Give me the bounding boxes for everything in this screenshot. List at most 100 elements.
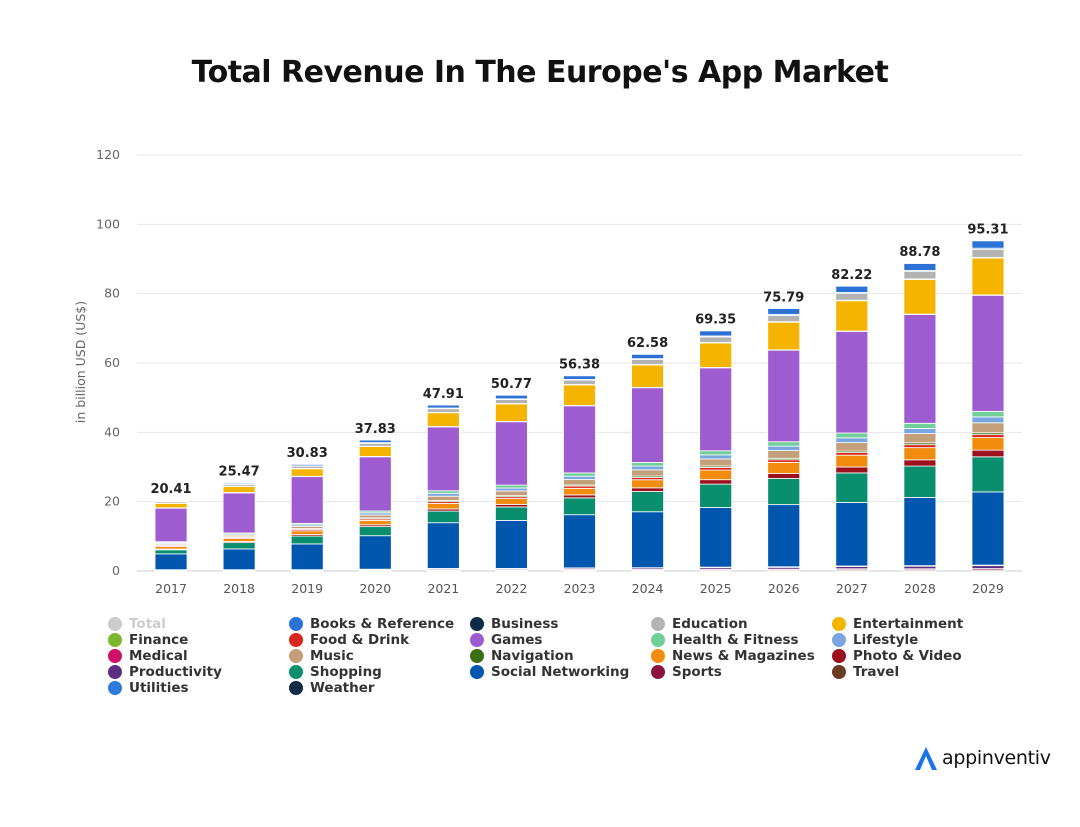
legend-item-productivity[interactable]: Productivity	[108, 664, 289, 680]
bar-segment-news-magazines[interactable]	[358, 520, 392, 526]
bar-segment-entertainment[interactable]	[495, 403, 528, 422]
bar-segment-shopping[interactable]	[290, 535, 324, 545]
bar-segment-photo-video[interactable]	[563, 494, 596, 499]
bar-segment-news-magazines[interactable]	[903, 447, 937, 461]
bar-segment-entertainment[interactable]	[699, 342, 733, 368]
bar-segment-games[interactable]	[835, 331, 869, 434]
bar-segment-lifestyle[interactable]	[699, 454, 733, 460]
legend-item-sports[interactable]: Sports	[651, 664, 832, 680]
bar-segment-news-magazines[interactable]	[631, 479, 664, 489]
legend-item-entertainment[interactable]: Entertainment	[832, 616, 1013, 632]
bar-segment-education[interactable]	[495, 399, 528, 404]
bar-segment-social-networking[interactable]	[290, 543, 324, 571]
bar-segment-education[interactable]	[563, 379, 596, 385]
bar-segment-health-fitness[interactable]	[563, 472, 596, 477]
bar-segment-health-fitness[interactable]	[495, 484, 528, 489]
bar-segment-entertainment[interactable]	[563, 384, 596, 406]
bar-segment-games[interactable]	[699, 367, 733, 452]
bar-segment-education[interactable]	[767, 315, 801, 323]
bar-segment-books-reference[interactable]	[767, 308, 801, 315]
bar-segment-social-networking[interactable]	[631, 511, 664, 569]
bar-segment-health-fitness[interactable]	[971, 410, 1005, 418]
legend-item-lifestyle[interactable]: Lifestyle	[832, 632, 1013, 648]
bar-segment-news-magazines[interactable]	[971, 437, 1005, 451]
bar-segment-music[interactable]	[903, 433, 937, 444]
bar-segment-education[interactable]	[699, 336, 733, 343]
bar-segment-lifestyle[interactable]	[903, 428, 937, 435]
bar-segment-lifestyle[interactable]	[563, 475, 596, 480]
bar-segment-shopping[interactable]	[563, 497, 596, 516]
bar-segment-games[interactable]	[426, 426, 460, 492]
bar-segment-games[interactable]	[290, 476, 324, 524]
legend-item-travel[interactable]: Travel	[832, 664, 1013, 680]
bar-segment-news-magazines[interactable]	[835, 454, 869, 468]
legend-item-books-reference[interactable]: Books & Reference	[289, 616, 470, 632]
bar-segment-lifestyle[interactable]	[426, 492, 460, 497]
legend-item-weather[interactable]: Weather	[289, 680, 470, 696]
bar-segment-photo-video[interactable]	[971, 449, 1005, 458]
bar-segment-photo-video[interactable]	[631, 487, 664, 492]
bar-segment-games[interactable]	[222, 492, 256, 534]
bar-segment-entertainment[interactable]	[971, 257, 1005, 296]
bar-segment-education[interactable]	[426, 408, 460, 413]
legend-item-food-drink[interactable]: Food & Drink	[289, 632, 470, 648]
bar-segment-music[interactable]	[495, 490, 528, 497]
bar-segment-shopping[interactable]	[903, 465, 937, 498]
bar-segment-lifestyle[interactable]	[495, 487, 528, 492]
bar-segment-social-networking[interactable]	[154, 553, 188, 571]
bar-segment-entertainment[interactable]	[154, 502, 188, 509]
bar-segment-photo-video[interactable]	[699, 479, 733, 485]
legend-item-health-fitness[interactable]: Health & Fitness	[651, 632, 832, 648]
bar-segment-books-reference[interactable]	[563, 375, 596, 380]
bar-segment-entertainment[interactable]	[903, 279, 937, 315]
bar-segment-news-magazines[interactable]	[563, 487, 596, 496]
bar-segment-shopping[interactable]	[358, 526, 392, 537]
bar-segment-music[interactable]	[358, 514, 392, 519]
bar-segment-health-fitness[interactable]	[767, 441, 801, 447]
bar-segment-health-fitness[interactable]	[631, 462, 664, 467]
bar-segment-games[interactable]	[358, 456, 392, 512]
bar-segment-entertainment[interactable]	[426, 412, 460, 427]
bar-segment-education[interactable]	[358, 442, 392, 447]
bar-segment-books-reference[interactable]	[835, 285, 869, 293]
legend-item-business[interactable]: Business	[470, 616, 651, 632]
bar-segment-social-networking[interactable]	[495, 520, 528, 569]
bar-segment-education[interactable]	[903, 271, 937, 280]
bar-segment-social-networking[interactable]	[358, 535, 392, 570]
bar-segment-lifestyle[interactable]	[767, 445, 801, 451]
bar-segment-health-fitness[interactable]	[699, 450, 733, 456]
bar-segment-social-networking[interactable]	[903, 497, 937, 567]
legend-item-medical[interactable]: Medical	[108, 648, 289, 664]
legend-item-navigation[interactable]: Navigation	[470, 648, 651, 664]
bar-segment-photo-video[interactable]	[767, 472, 801, 479]
bar-segment-education[interactable]	[835, 293, 869, 301]
bar-segment-entertainment[interactable]	[358, 446, 392, 457]
bar-segment-shopping[interactable]	[495, 506, 528, 521]
bar-segment-food-drink[interactable]	[971, 434, 1005, 438]
bar-segment-lifestyle[interactable]	[835, 437, 869, 444]
bar-segment-social-networking[interactable]	[767, 504, 801, 568]
bar-segment-books-reference[interactable]	[426, 404, 460, 409]
legend-item-music[interactable]: Music	[289, 648, 470, 664]
bar-segment-lifestyle[interactable]	[631, 465, 664, 471]
legend-item-social-networking[interactable]: Social Networking	[470, 664, 651, 680]
bar-segment-entertainment[interactable]	[222, 486, 256, 493]
bar-segment-social-networking[interactable]	[699, 507, 733, 568]
bar-segment-books-reference[interactable]	[495, 394, 528, 400]
bar-segment-games[interactable]	[154, 507, 188, 543]
legend-item-shopping[interactable]: Shopping	[289, 664, 470, 680]
bar-segment-social-networking[interactable]	[835, 502, 869, 567]
bar-segment-games[interactable]	[767, 349, 801, 443]
bar-segment-education[interactable]	[971, 248, 1005, 258]
bar-segment-news-magazines[interactable]	[699, 469, 733, 481]
bar-segment-music[interactable]	[835, 442, 869, 452]
bar-segment-news-magazines[interactable]	[222, 538, 256, 542]
bar-segment-games[interactable]	[903, 314, 937, 424]
bar-segment-lifestyle[interactable]	[971, 416, 1005, 424]
bar-segment-music[interactable]	[699, 458, 733, 467]
bar-segment-photo-video[interactable]	[903, 459, 937, 467]
bar-segment-books-reference[interactable]	[971, 240, 1005, 249]
legend-item-finance[interactable]: Finance	[108, 632, 289, 648]
bar-segment-entertainment[interactable]	[767, 321, 801, 351]
bar-segment-shopping[interactable]	[426, 510, 460, 524]
